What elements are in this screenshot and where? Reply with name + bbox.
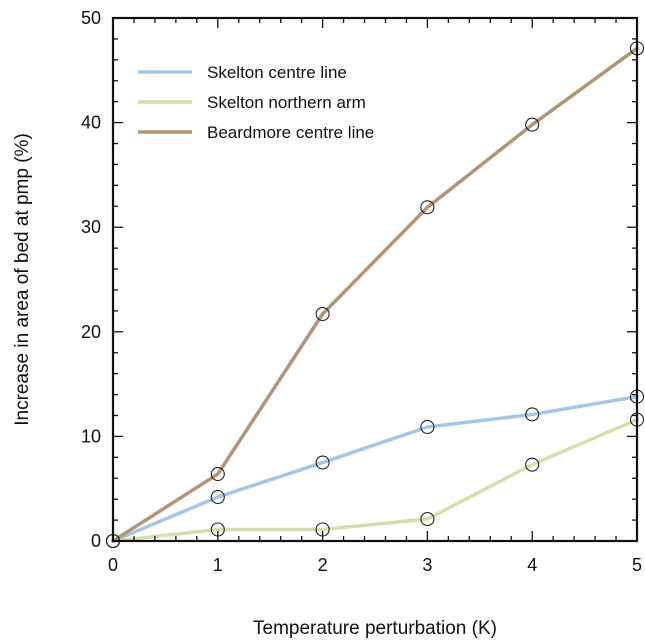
- data-point: [525, 407, 540, 422]
- legend-label: Beardmore centre line: [207, 123, 374, 142]
- x-tick-label: 1: [213, 555, 223, 575]
- y-tick-label: 50: [81, 8, 101, 28]
- series-line-3: [111, 46, 639, 543]
- data-point: [210, 467, 225, 482]
- x-tick-label: 4: [527, 555, 537, 575]
- y-axis-label: Increase in area of bed at pmp (%): [12, 133, 33, 426]
- y-tick-label: 10: [81, 426, 101, 446]
- legend: Skelton centre line Skelton northern arm B…: [138, 63, 374, 142]
- series-lines: [111, 46, 639, 543]
- x-axis-label: Temperature perturbation (K): [253, 618, 497, 639]
- x-tick-label: 2: [318, 555, 328, 575]
- data-point: [420, 419, 435, 435]
- x-tick-label: 3: [422, 555, 432, 575]
- data-point: [420, 200, 435, 215]
- data-point: [420, 511, 435, 527]
- axis-ticks: [112, 17, 638, 542]
- data-point: [315, 455, 330, 470]
- y-tick-label: 0: [91, 531, 101, 551]
- series-line-2: [111, 417, 639, 543]
- series-line-1: [111, 394, 639, 543]
- series-markers: [105, 41, 645, 549]
- y-tick-label: 40: [81, 113, 101, 133]
- y-tick-label: 30: [81, 217, 101, 237]
- y-tick-label: 20: [81, 322, 101, 342]
- x-tick-label: 5: [632, 555, 642, 575]
- x-tick-label: 0: [108, 555, 118, 575]
- plot-frame: [111, 16, 639, 543]
- data-point: [315, 306, 330, 322]
- data-point: [210, 490, 225, 505]
- data-point: [525, 457, 540, 472]
- legend-label: Skelton northern arm: [207, 93, 366, 112]
- legend-label: Skelton centre line: [207, 63, 347, 82]
- data-point: [525, 117, 540, 132]
